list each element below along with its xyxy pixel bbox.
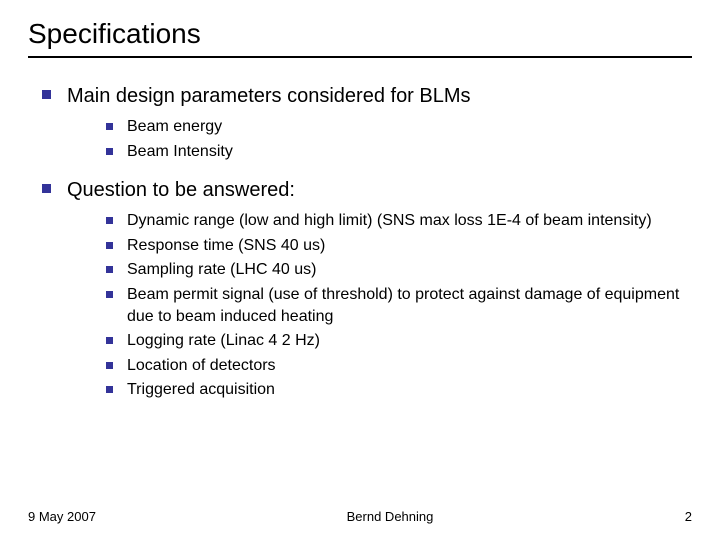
slide-footer: 9 May 2007 Bernd Dehning 2 — [28, 509, 692, 524]
footer-author: Bernd Dehning — [148, 509, 632, 524]
bullet-lvl2: Response time (SNS 40 us) — [106, 235, 692, 257]
bullet-text: Logging rate (Linac 4 2 Hz) — [127, 330, 320, 352]
slide: Specifications Main design parameters co… — [0, 0, 720, 540]
square-bullet-icon — [106, 386, 113, 393]
square-bullet-icon — [106, 123, 113, 130]
footer-date: 9 May 2007 — [28, 509, 148, 524]
slide-title: Specifications — [28, 18, 692, 56]
slide-body: Main design parameters considered for BL… — [28, 82, 692, 401]
sub-bullet-group: Dynamic range (low and high limit) (SNS … — [42, 210, 692, 401]
bullet-text: Beam energy — [127, 116, 222, 138]
bullet-lvl2: Beam energy — [106, 116, 692, 138]
bullet-lvl2: Triggered acquisition — [106, 379, 692, 401]
sub-bullet-group: Beam energy Beam Intensity — [42, 116, 692, 162]
bullet-text: Question to be answered: — [67, 176, 295, 204]
bullet-lvl2: Location of detectors — [106, 355, 692, 377]
bullet-text: Location of detectors — [127, 355, 276, 377]
bullet-lvl2: Logging rate (Linac 4 2 Hz) — [106, 330, 692, 352]
square-bullet-icon — [106, 148, 113, 155]
square-bullet-icon — [106, 266, 113, 273]
bullet-text: Dynamic range (low and high limit) (SNS … — [127, 210, 652, 232]
bullet-lvl1: Main design parameters considered for BL… — [42, 82, 692, 110]
bullet-lvl2: Beam Intensity — [106, 141, 692, 163]
bullet-text: Response time (SNS 40 us) — [127, 235, 325, 257]
square-bullet-icon — [42, 184, 51, 193]
bullet-text: Main design parameters considered for BL… — [67, 82, 471, 110]
square-bullet-icon — [106, 217, 113, 224]
bullet-lvl2: Sampling rate (LHC 40 us) — [106, 259, 692, 281]
square-bullet-icon — [106, 291, 113, 298]
bullet-text: Beam permit signal (use of threshold) to… — [127, 284, 692, 327]
bullet-lvl1: Question to be answered: — [42, 176, 692, 204]
square-bullet-icon — [106, 362, 113, 369]
bullet-lvl2: Beam permit signal (use of threshold) to… — [106, 284, 692, 327]
footer-page-number: 2 — [632, 509, 692, 524]
bullet-text: Sampling rate (LHC 40 us) — [127, 259, 316, 281]
square-bullet-icon — [42, 90, 51, 99]
bullet-text: Beam Intensity — [127, 141, 233, 163]
square-bullet-icon — [106, 242, 113, 249]
bullet-lvl2: Dynamic range (low and high limit) (SNS … — [106, 210, 692, 232]
bullet-text: Triggered acquisition — [127, 379, 275, 401]
square-bullet-icon — [106, 337, 113, 344]
title-underline — [28, 56, 692, 58]
